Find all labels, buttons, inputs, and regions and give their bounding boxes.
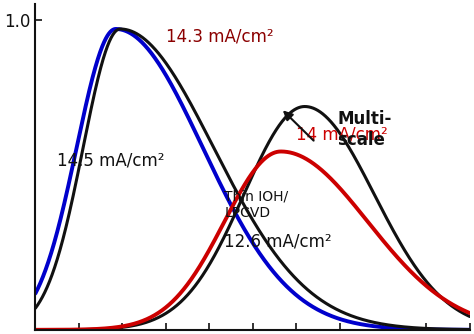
Text: 12.6 mA/cm²: 12.6 mA/cm²	[224, 233, 332, 251]
Text: 14.3 mA/cm²: 14.3 mA/cm²	[166, 28, 273, 46]
Text: Thin IOH/
LPCVD: Thin IOH/ LPCVD	[224, 189, 289, 219]
Text: 14.5 mA/cm²: 14.5 mA/cm²	[57, 152, 164, 169]
Text: 14 mA/cm²: 14 mA/cm²	[296, 126, 388, 143]
Text: Multi-
scale: Multi- scale	[337, 110, 392, 149]
